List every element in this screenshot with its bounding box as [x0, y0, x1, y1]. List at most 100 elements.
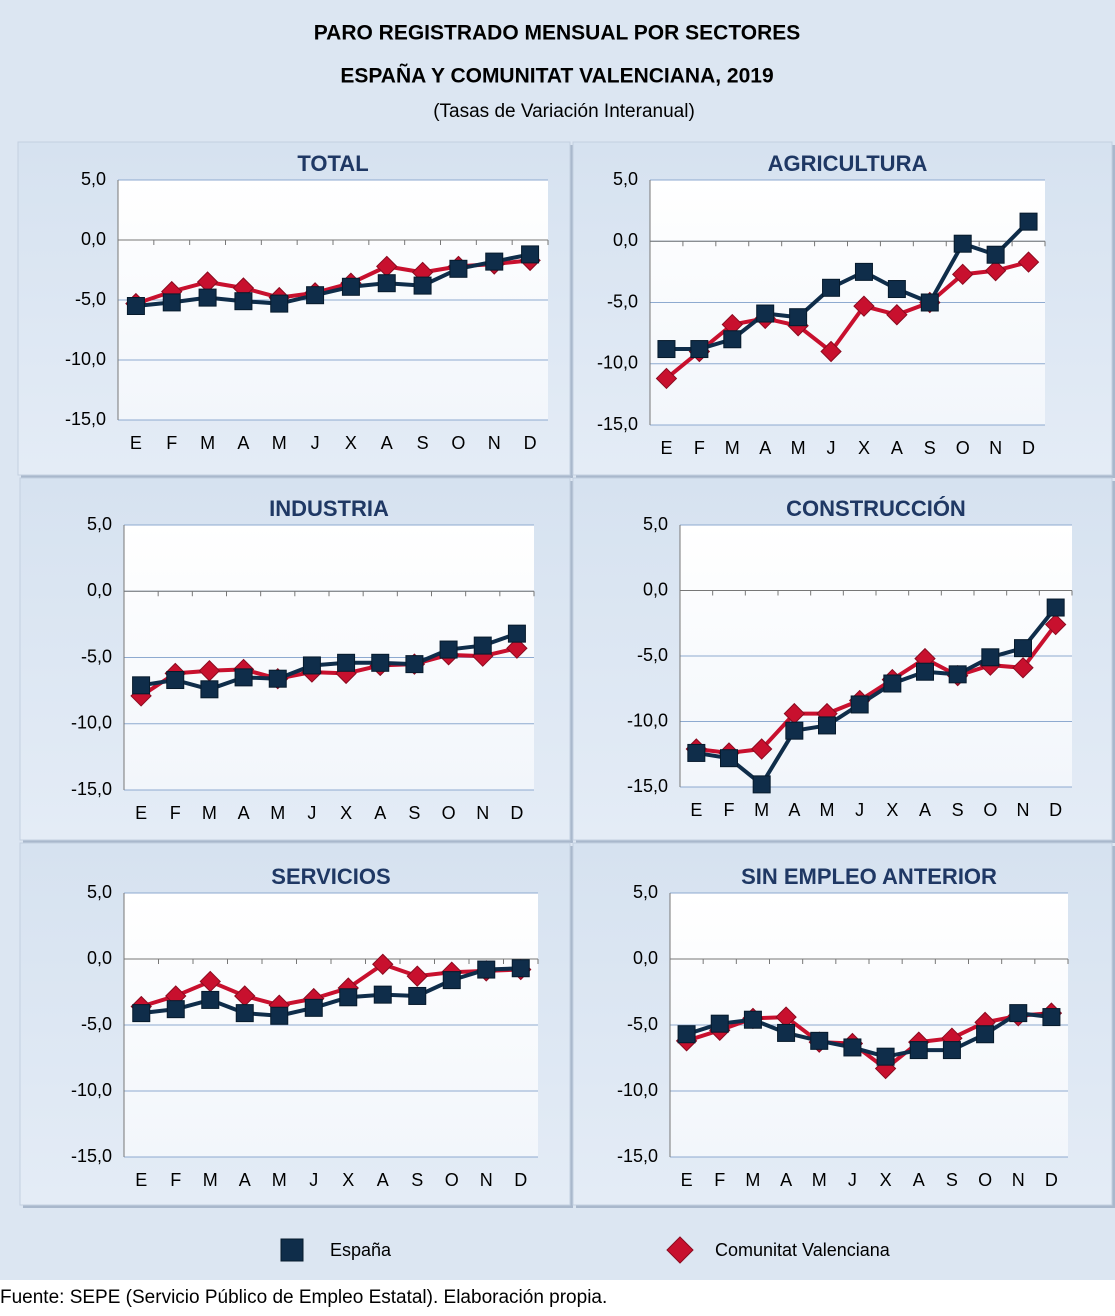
data-point	[822, 278, 841, 297]
data-point	[853, 295, 875, 317]
x-tick-label: S	[952, 800, 964, 820]
data-point	[948, 665, 967, 684]
data-point	[126, 297, 145, 315]
x-tick-label: D	[1045, 1170, 1058, 1190]
data-point	[854, 262, 873, 281]
x-tick-label: F	[694, 438, 705, 458]
data-point	[304, 998, 323, 1017]
data-point	[657, 340, 676, 359]
x-tick-label: A	[891, 438, 903, 458]
data-point	[371, 653, 390, 672]
chart-title: SERVICIOS	[271, 864, 390, 889]
y-tick-label: 5,0	[87, 514, 112, 534]
data-point	[976, 1025, 995, 1044]
x-tick-label: J	[309, 1170, 318, 1190]
data-point	[887, 280, 906, 299]
y-tick-label: -15,0	[71, 1146, 112, 1166]
data-point	[507, 624, 526, 643]
y-tick-label: 5,0	[81, 169, 106, 189]
x-tick-label: N	[1012, 1170, 1025, 1190]
x-tick-label: M	[200, 433, 215, 453]
x-tick-label: F	[170, 1170, 181, 1190]
data-point	[132, 676, 151, 695]
data-point	[341, 277, 360, 296]
data-point	[986, 245, 1005, 264]
legend-label: España	[330, 1240, 392, 1260]
data-point	[201, 990, 220, 1009]
x-tick-label: J	[827, 438, 836, 458]
y-tick-label: -5,0	[81, 1014, 112, 1034]
data-point	[820, 340, 842, 363]
x-tick-label: F	[170, 803, 181, 823]
y-tick-label: -10,0	[71, 1080, 112, 1100]
data-point	[920, 293, 939, 312]
x-tick-label: M	[272, 1170, 287, 1190]
data-point	[166, 1000, 185, 1019]
x-tick-label: E	[681, 1170, 693, 1190]
data-point	[413, 276, 432, 295]
x-tick-label: S	[946, 1170, 958, 1190]
y-tick-label: 0,0	[87, 948, 112, 968]
x-tick-label: A	[919, 800, 931, 820]
x-tick-label: M	[791, 438, 806, 458]
data-point	[876, 1047, 895, 1066]
data-point	[1017, 251, 1040, 273]
x-tick-label: S	[411, 1170, 423, 1190]
data-point	[810, 1031, 829, 1050]
x-tick-label: X	[342, 1170, 354, 1190]
y-tick-label: -5,0	[637, 645, 668, 665]
x-tick-label: A	[237, 433, 249, 453]
x-tick-label: X	[886, 800, 898, 820]
data-point	[916, 662, 934, 681]
data-point	[1046, 598, 1065, 617]
x-tick-label: S	[924, 438, 936, 458]
y-tick-label: -15,0	[71, 779, 112, 799]
x-tick-label: D	[1022, 438, 1035, 458]
data-point	[1019, 212, 1038, 231]
data-point	[406, 965, 428, 987]
x-tick-label: J	[307, 803, 316, 823]
data-point	[687, 743, 706, 762]
y-tick-label: 0,0	[87, 580, 112, 600]
y-tick-label: -5,0	[627, 1014, 658, 1034]
y-tick-label: 0,0	[613, 230, 638, 250]
x-tick-label: X	[345, 433, 357, 453]
data-point	[953, 234, 972, 253]
data-point	[506, 637, 528, 659]
x-tick-label: E	[135, 803, 147, 823]
y-tick-label: 5,0	[643, 514, 668, 534]
x-tick-label: S	[417, 433, 429, 453]
data-point	[942, 1041, 961, 1060]
data-point	[339, 988, 358, 1007]
x-tick-label: N	[480, 1170, 493, 1190]
x-tick-label: A	[239, 1170, 251, 1190]
data-point	[789, 308, 808, 327]
data-point	[1044, 613, 1067, 636]
data-point	[377, 274, 396, 293]
x-tick-label: O	[445, 1170, 459, 1190]
x-tick-label: O	[451, 433, 465, 453]
x-tick-label: M	[754, 800, 769, 820]
legend-marker	[280, 1238, 304, 1262]
x-tick-label: A	[377, 1170, 389, 1190]
data-point	[200, 680, 219, 699]
data-point	[1014, 639, 1032, 658]
x-tick-label: J	[311, 433, 320, 453]
x-tick-label: D	[510, 803, 523, 823]
y-tick-label: -10,0	[71, 713, 112, 733]
x-tick-label: N	[1017, 800, 1030, 820]
x-tick-label: F	[724, 800, 735, 820]
data-point	[710, 1014, 729, 1033]
y-tick-label: -15,0	[65, 409, 106, 429]
x-tick-label: N	[989, 438, 1002, 458]
data-point	[373, 985, 392, 1004]
y-tick-label: 0,0	[81, 229, 106, 249]
data-point	[785, 721, 804, 740]
y-tick-label: -15,0	[597, 414, 638, 434]
x-tick-label: N	[488, 433, 501, 453]
data-point	[270, 294, 289, 313]
data-point	[952, 263, 974, 286]
data-point	[743, 1010, 762, 1029]
x-tick-label: M	[725, 438, 740, 458]
